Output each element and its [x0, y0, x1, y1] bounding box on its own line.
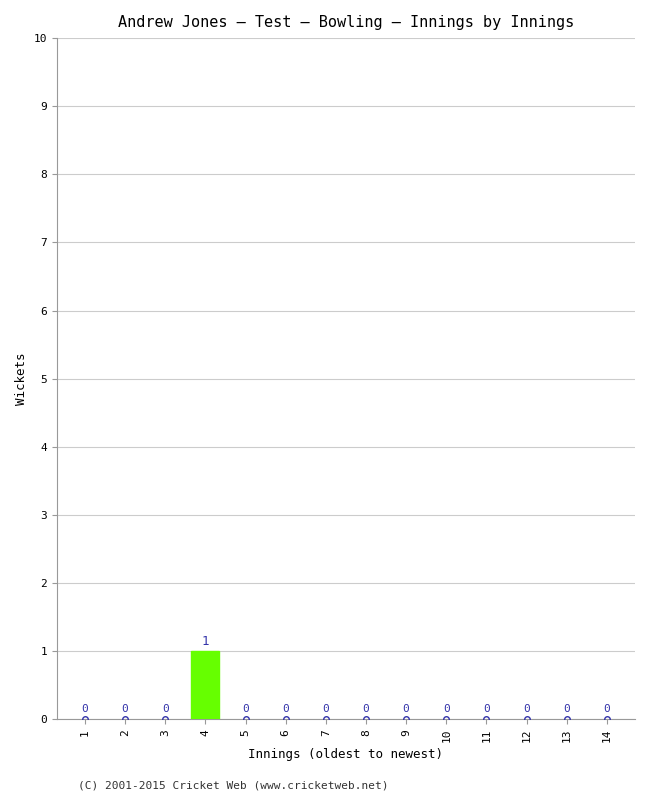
Text: 0: 0	[403, 704, 410, 714]
Text: 0: 0	[162, 704, 168, 714]
Text: 0: 0	[483, 704, 490, 714]
Bar	[191, 651, 220, 719]
Text: 0: 0	[603, 704, 610, 714]
Text: 0: 0	[242, 704, 249, 714]
Text: 0: 0	[363, 704, 369, 714]
Y-axis label: Wickets: Wickets	[15, 353, 28, 405]
Text: 0: 0	[322, 704, 329, 714]
Title: Andrew Jones – Test – Bowling – Innings by Innings: Andrew Jones – Test – Bowling – Innings …	[118, 15, 574, 30]
Text: 0: 0	[523, 704, 530, 714]
Text: 0: 0	[564, 704, 570, 714]
Text: 1: 1	[202, 634, 209, 648]
Text: 0: 0	[282, 704, 289, 714]
Text: 0: 0	[122, 704, 129, 714]
X-axis label: Innings (oldest to newest): Innings (oldest to newest)	[248, 748, 443, 761]
Text: (C) 2001-2015 Cricket Web (www.cricketweb.net): (C) 2001-2015 Cricket Web (www.cricketwe…	[78, 781, 389, 790]
Text: 0: 0	[81, 704, 88, 714]
Text: 0: 0	[443, 704, 450, 714]
